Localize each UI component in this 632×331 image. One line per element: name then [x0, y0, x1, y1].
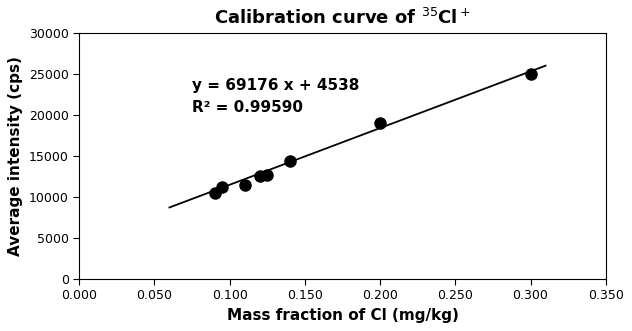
- Point: [255, 173, 265, 179]
- Text: y = 69176 x + 4538
R² = 0.99590: y = 69176 x + 4538 R² = 0.99590: [192, 78, 360, 115]
- Point: [240, 183, 250, 188]
- Point: [210, 190, 220, 195]
- Point: [525, 71, 535, 76]
- Point: [285, 159, 295, 164]
- X-axis label: Mass fraction of Cl (mg/kg): Mass fraction of Cl (mg/kg): [226, 308, 458, 323]
- Point: [262, 172, 272, 177]
- Point: [217, 184, 227, 190]
- Y-axis label: Average intensity (cps): Average intensity (cps): [8, 56, 23, 256]
- Point: [375, 120, 385, 125]
- Title: Calibration curve of $^{35}$Cl$^+$: Calibration curve of $^{35}$Cl$^+$: [214, 8, 471, 28]
